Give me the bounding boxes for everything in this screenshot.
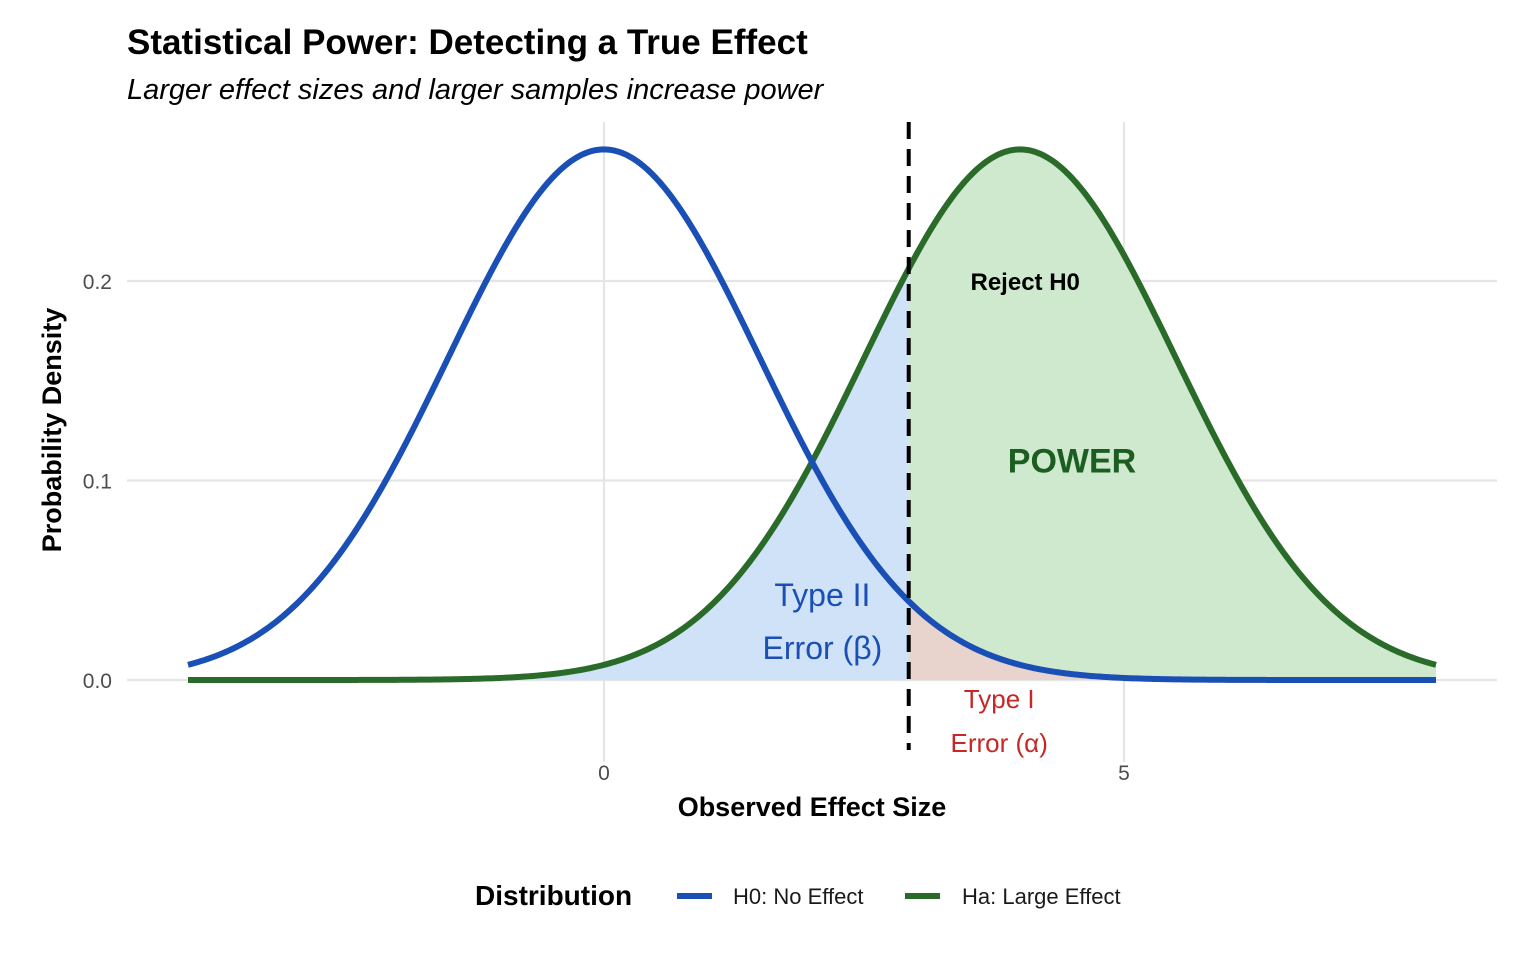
annotation-reject-h0: Reject H0 (971, 269, 1080, 296)
annotations: Reject H0 POWER Type II Error (β) Type I Erro… (763, 269, 1137, 758)
annotation-type-i-line1: Type I (964, 684, 1035, 714)
annotation-type-ii-line1: Type II (774, 577, 870, 613)
y-tick-label: 0.0 (83, 670, 112, 693)
shaded-regions (188, 149, 1436, 680)
region-3 (908, 601, 1436, 680)
legend-title: Distribution (475, 880, 632, 911)
density-curves (187, 146, 1437, 683)
chart-subtitle: Larger effect sizes and larger samples i… (127, 74, 825, 106)
legend: Distribution H0: No Effect Ha: Large Effe… (475, 880, 1121, 911)
x-tick-label: 5 (1118, 762, 1130, 785)
annotation-type-ii-line2: Error (β) (763, 630, 883, 666)
annotation-power: POWER (1008, 443, 1136, 481)
series-line (187, 146, 1436, 683)
chart-title: Statistical Power: Detecting a True Effe… (127, 23, 808, 62)
axis-ticks: 0 5 0.0 0.1 0.2 (83, 271, 1130, 785)
legend-label: H0: No Effect (733, 884, 863, 909)
region-1 (188, 268, 909, 680)
annotation-type-i-line2: Error (α) (951, 728, 1048, 758)
region-2 (908, 149, 1436, 680)
x-tick-label: 0 (598, 762, 610, 785)
x-axis-title: Observed Effect Size (678, 792, 947, 822)
legend-label: Ha: Large Effect (962, 884, 1121, 909)
y-tick-label: 0.2 (83, 271, 112, 294)
y-tick-label: 0.1 (83, 471, 112, 494)
y-axis-title: Probability Density (37, 308, 67, 553)
